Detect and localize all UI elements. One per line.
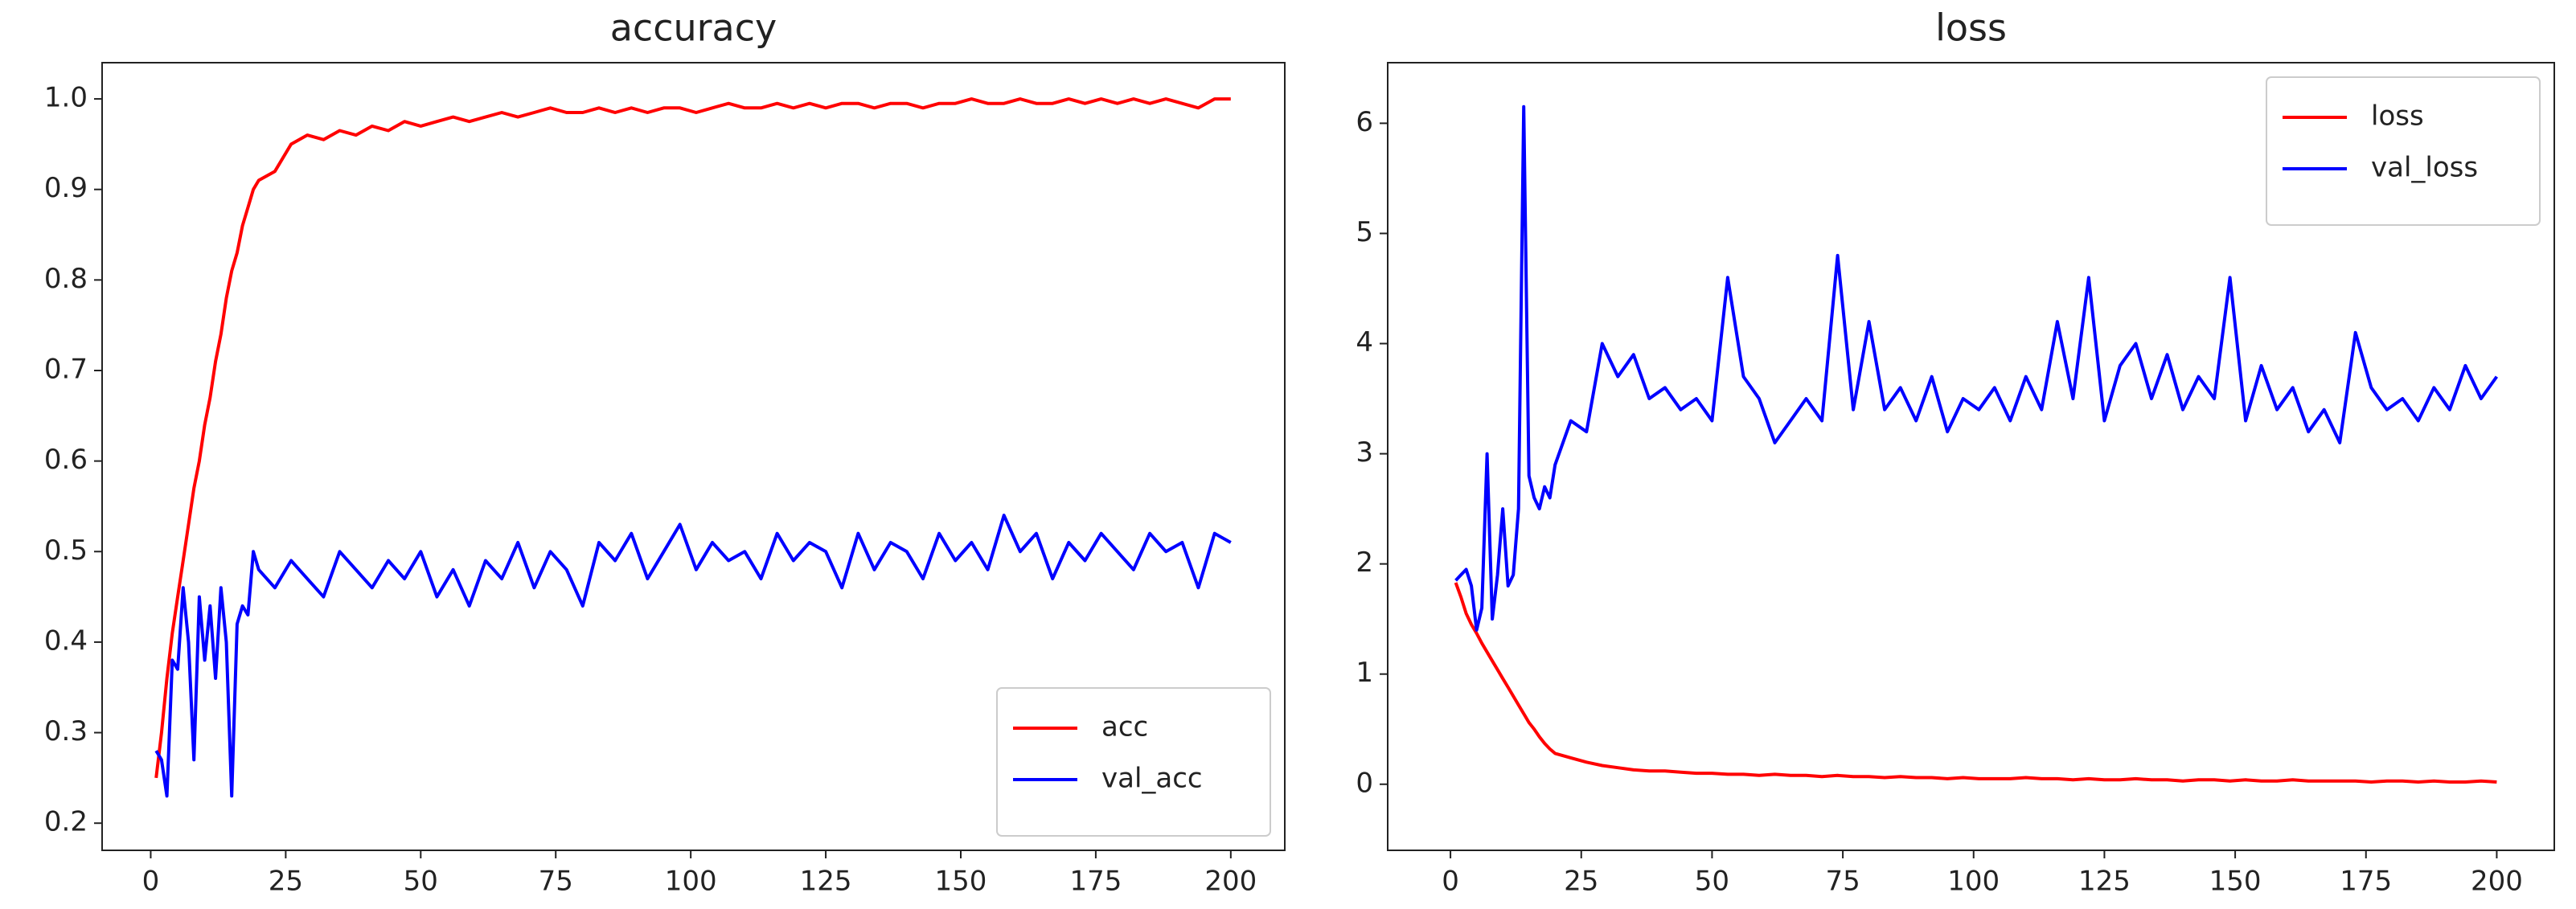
x-tick-label: 150	[935, 866, 987, 898]
legend-box	[996, 687, 1271, 837]
x-tick-label: 100	[665, 866, 717, 898]
x-tick-label: 50	[1695, 866, 1729, 898]
x-tick-label: 175	[2340, 866, 2392, 898]
legend-label: loss	[2371, 100, 2424, 133]
data-line	[1454, 104, 2499, 632]
x-tick-label: 125	[2078, 866, 2131, 898]
x-tick-label: 50	[404, 866, 438, 898]
y-tick-label: 2	[1356, 547, 1373, 579]
x-tick-label: 150	[2209, 866, 2262, 898]
y-tick-label: 6	[1356, 106, 1373, 138]
chart-title: loss	[1935, 6, 2007, 50]
y-tick-label: 5	[1356, 216, 1373, 248]
y-tick-label: 1.0	[44, 82, 88, 114]
y-tick-label: 0.5	[44, 534, 88, 567]
x-tick-label: 25	[269, 866, 303, 898]
data-line	[1454, 582, 2497, 784]
y-tick-label: 0	[1356, 767, 1373, 799]
x-tick-label: 75	[539, 866, 573, 898]
plot-frame	[1387, 62, 2555, 851]
x-tick-label: 0	[1442, 866, 1459, 898]
y-tick-label: 0.8	[44, 263, 88, 295]
chart-title: accuracy	[610, 6, 777, 50]
data-line	[154, 514, 1232, 798]
data-line	[154, 97, 1231, 779]
legend: acc val_acc	[996, 687, 1271, 837]
x-tick-label: 200	[2471, 866, 2523, 898]
x-tick-label: 25	[1564, 866, 1598, 898]
y-tick-label: 3	[1356, 436, 1373, 469]
x-tick-label: 200	[1204, 866, 1257, 898]
y-tick-label: 0.2	[44, 806, 88, 838]
x-tick-label: 125	[800, 866, 852, 898]
plot-frame	[101, 62, 1286, 851]
x-tick-label: 75	[1825, 866, 1860, 898]
y-tick-label: 4	[1356, 326, 1373, 358]
y-tick-label: 1	[1356, 657, 1373, 689]
legend-box	[2266, 76, 2541, 226]
y-tick-label: 0.4	[44, 624, 88, 657]
legend-label: val_loss	[2371, 152, 2478, 184]
y-tick-label: 0.6	[44, 444, 88, 476]
x-tick-label: 0	[142, 866, 160, 898]
legend-label: val_acc	[1101, 763, 1203, 795]
y-tick-label: 0.7	[44, 353, 88, 385]
y-tick-label: 0.9	[44, 172, 88, 204]
x-tick-label: 175	[1069, 866, 1122, 898]
x-tick-label: 100	[1947, 866, 2000, 898]
legend-label: acc	[1101, 711, 1148, 743]
legend: loss val_loss	[2266, 76, 2541, 226]
y-tick-label: 0.3	[44, 715, 88, 747]
